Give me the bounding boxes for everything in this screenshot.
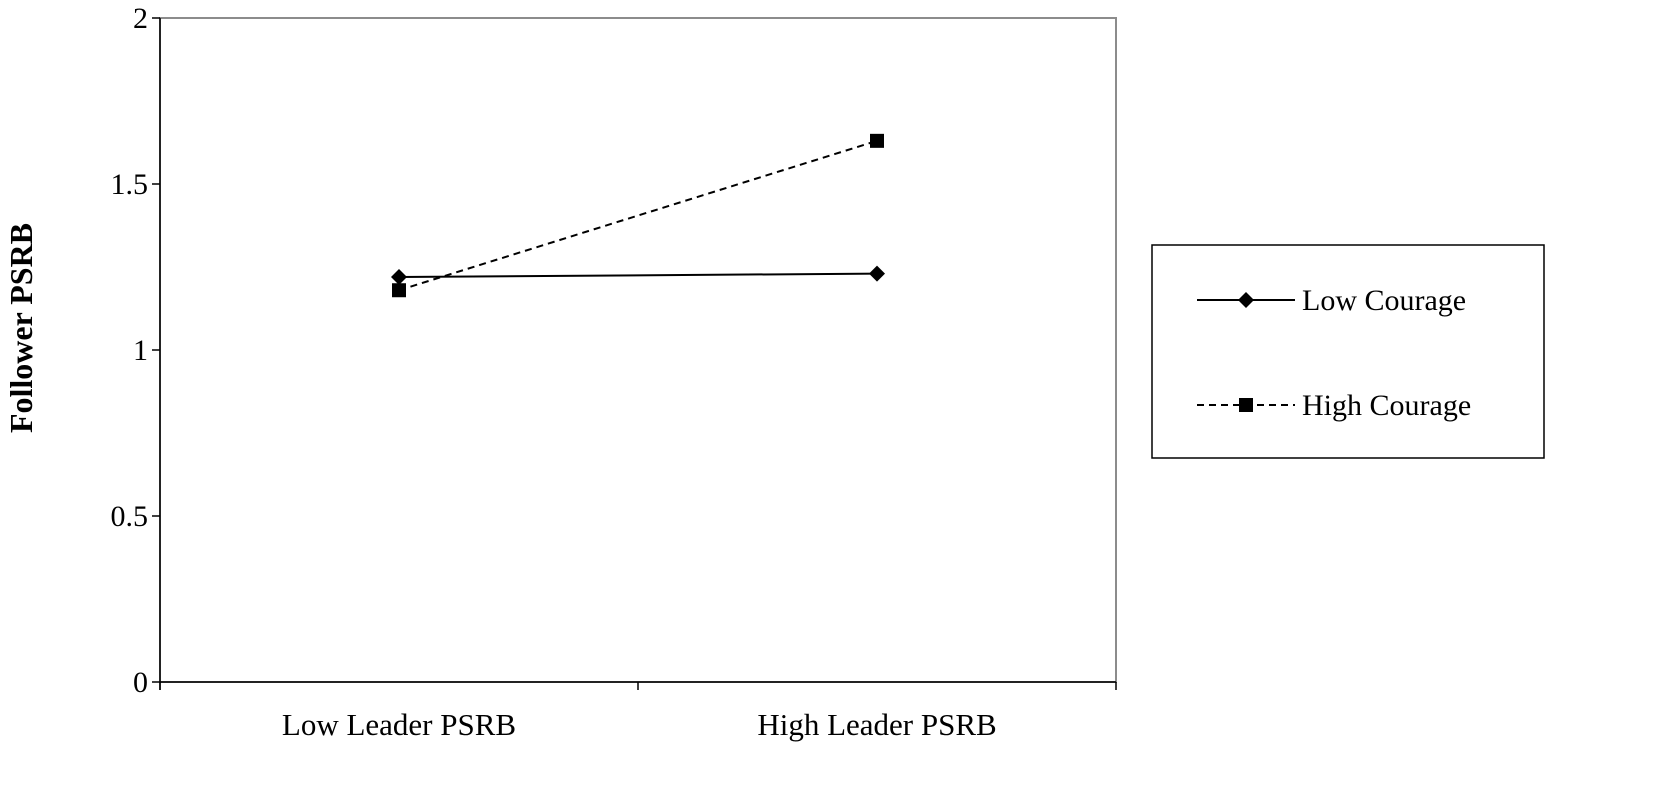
legend-label: High Courage [1302,389,1471,422]
legend-label: Low Courage [1302,284,1466,317]
legend-items: Low Courage High Courage [1197,284,1471,422]
y-tick-label: 0.5 [111,500,149,533]
legend-item: High Courage [1197,389,1471,422]
legend-item: Low Courage [1197,284,1466,317]
y-tick-label: 2 [133,2,148,35]
legend: Low Courage High Courage [1151,244,1545,459]
data-point [870,133,884,148]
y-tick-label: 1 [133,334,148,367]
y-axis: 0 0.5 1 1.5 2 [111,2,161,699]
x-axis: Low Leader PSRB High Leader PSRB [159,681,1117,742]
data-point [392,283,406,298]
y-tick-label: 1.5 [111,168,149,201]
series-line [398,272,878,278]
data-point [391,268,407,285]
series-high-courage [392,133,884,298]
x-category-label: Low Leader PSRB [282,707,516,742]
series-low-courage [391,265,885,285]
y-tick-label: 0 [133,666,148,699]
x-category-label: High Leader PSRB [757,707,996,742]
legend-box [1151,244,1545,459]
data-point [869,265,885,282]
legend-marker [1238,292,1254,308]
y-axis-title: Follower PSRB [3,223,39,433]
series-layer [391,133,885,298]
plot-area [159,17,1117,683]
legend-marker [1239,398,1253,412]
